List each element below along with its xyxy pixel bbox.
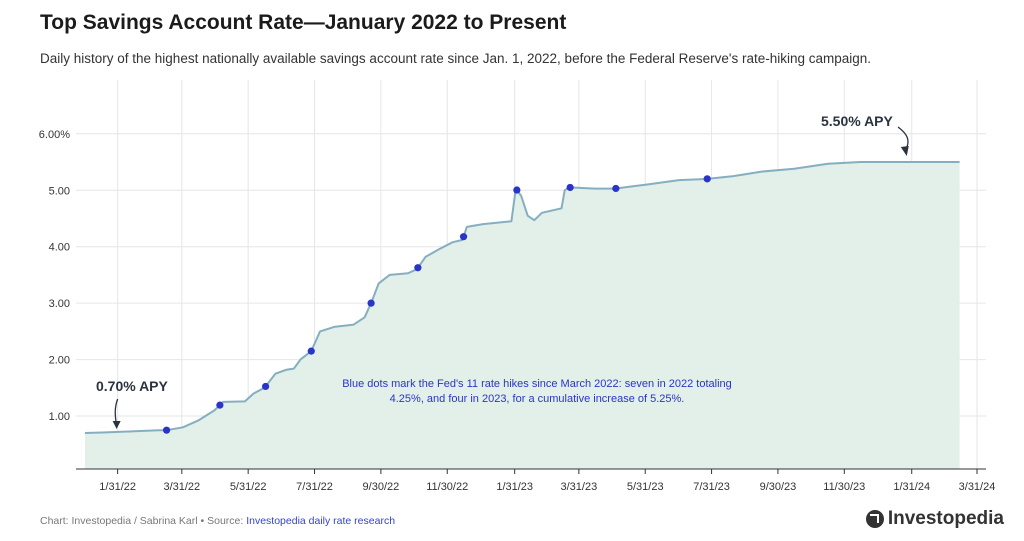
- fed-hike-dot: [414, 264, 422, 272]
- x-tick-label: 5/31/22: [230, 481, 267, 493]
- fed-hike-dot: [566, 183, 574, 192]
- savings-rate-chart: 1.00 2.00 3.00 4.00 5.00 6.00% 1/31/22 3/31/22 5…: [39, 80, 996, 493]
- footer-credit: Chart: Investopedia / Sabrina Karl • Sou…: [40, 515, 247, 527]
- x-tick-label: 1/31/22: [99, 481, 136, 493]
- x-tick-label: 5/31/23: [627, 481, 664, 493]
- y-tick-label: 6.00%: [39, 129, 70, 141]
- chart-footer: Chart: Investopedia / Sabrina Karl • Sou…: [40, 515, 395, 527]
- x-tick-label: 1/31/23: [496, 481, 533, 493]
- rate-line: [84, 161, 960, 434]
- x-tick-label: 7/31/23: [693, 481, 730, 493]
- chart-title: Top Savings Account Rate—January 2022 to…: [40, 11, 567, 34]
- hike-note-line: 4.25%, and four in 2023, for a cumulativ…: [390, 393, 685, 405]
- fed-hike-dot: [703, 175, 711, 183]
- x-tick-label: 9/30/23: [760, 481, 797, 493]
- x-tick-label: 1/31/24: [893, 481, 930, 493]
- x-tick-label: 3/31/24: [959, 481, 996, 493]
- fed-hike-dot: [261, 382, 270, 391]
- investopedia-logo-icon: [865, 510, 884, 528]
- x-tick-label: 3/31/23: [561, 481, 598, 493]
- start-apy-arrowhead: [112, 421, 121, 429]
- source-link[interactable]: Investopedia daily rate research: [246, 515, 396, 527]
- brand-name: Investopedia: [887, 508, 1004, 529]
- y-tick-label: 5.00: [49, 185, 70, 197]
- current-apy-arrowhead: [900, 146, 909, 156]
- fed-hike-dot: [513, 186, 521, 194]
- chart-subtitle: Daily history of the highest nationally …: [40, 51, 872, 66]
- y-tick-label: 2.00: [49, 355, 70, 367]
- x-tick-label: 7/31/22: [296, 481, 333, 493]
- x-tick-label: 11/30/23: [823, 481, 865, 493]
- fed-hike-dot: [612, 184, 620, 193]
- hike-note-line: Blue dots mark the Fed's 11 rate hikes s…: [342, 378, 732, 390]
- y-tick-label: 4.00: [49, 242, 70, 254]
- rate-area: [85, 162, 960, 469]
- investopedia-logo: Investopedia: [865, 508, 1004, 530]
- fed-hike-dot: [216, 401, 224, 409]
- y-tick-label: 3.00: [49, 298, 70, 310]
- x-tick-label: 9/30/22: [363, 481, 400, 493]
- current-apy-label: 5.50% APY: [821, 113, 894, 129]
- fed-hike-dot: [307, 347, 315, 355]
- fed-hike-dot: [367, 299, 375, 307]
- fed-hike-dot: [162, 426, 171, 434]
- x-tick-label: 3/31/22: [163, 481, 200, 493]
- fed-hike-dot: [459, 233, 468, 241]
- x-tick-label: 11/30/22: [426, 481, 468, 493]
- start-apy-label: 0.70% APY: [96, 378, 169, 394]
- y-tick-label: 1.00: [49, 411, 70, 423]
